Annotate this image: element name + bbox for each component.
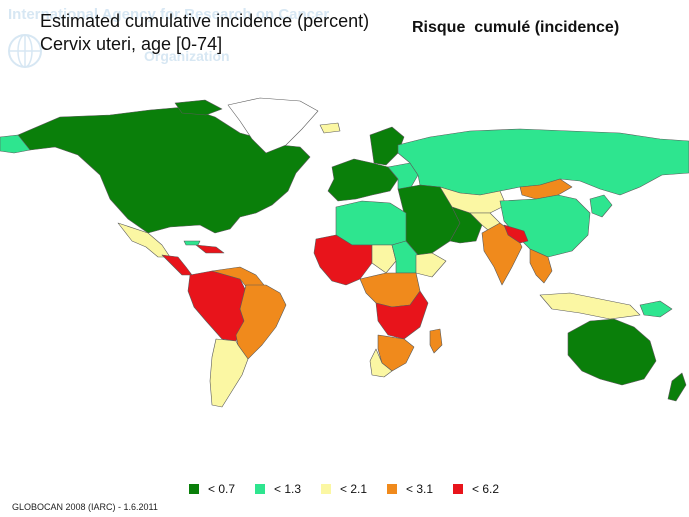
region-colombia-peru	[187, 270, 247, 342]
legend-label-2: < 1.3	[274, 482, 302, 496]
region-caribbean	[195, 244, 225, 254]
region-greenland	[227, 97, 319, 154]
region-indonesia	[539, 292, 641, 320]
legend-label-1: < 0.7	[208, 482, 236, 496]
french-subtitle: Risque cumulé (incidence)	[412, 19, 620, 36]
region-sahel	[371, 244, 397, 274]
legend-item-3: < 2.1	[321, 482, 387, 496]
region-southern-africa	[377, 334, 415, 372]
legend-swatch-1	[189, 484, 199, 494]
region-southeast-asia	[529, 248, 553, 284]
region-central-africa	[359, 272, 421, 308]
region-south-africa	[369, 348, 393, 378]
who-watermark-text: Organization	[144, 48, 230, 64]
region-central-america	[161, 254, 193, 276]
region-north-africa	[335, 200, 407, 246]
region-western-europe	[327, 158, 399, 202]
region-arctic-islands	[174, 99, 223, 116]
map-title: Estimated cumulative incidence (percent)…	[40, 10, 369, 56]
region-madagascar	[429, 328, 443, 354]
legend-swatch-5	[453, 484, 463, 494]
legend-swatch-3	[321, 484, 331, 494]
region-himalaya	[503, 224, 529, 244]
region-brazil	[235, 284, 287, 360]
who-watermark: International Agency for Research on Can…	[6, 4, 329, 74]
legend-label-4: < 3.1	[406, 482, 434, 496]
region-papua	[639, 300, 673, 318]
legend-item-1: < 0.7	[189, 482, 255, 496]
legend-label-3: < 2.1	[340, 482, 368, 496]
map-title-line-1: Estimated cumulative incidence (percent)	[40, 11, 370, 31]
region-horn-africa	[415, 252, 447, 278]
region-iceland	[319, 122, 341, 134]
region-new-zealand	[667, 372, 687, 402]
map-legend: < 0.7 < 1.3 < 2.1 < 3.1 < 6.2	[189, 482, 519, 496]
legend-item-4: < 3.1	[387, 482, 453, 496]
legend-swatch-2	[255, 484, 265, 494]
region-southern-cone	[209, 338, 249, 408]
region-korea-japan	[589, 194, 613, 218]
legend-item-2: < 1.3	[255, 482, 321, 496]
region-alaska-west	[0, 134, 31, 154]
region-australia	[567, 318, 657, 386]
legend-swatch-4	[387, 484, 397, 494]
region-mongolia	[519, 178, 573, 200]
source-credit: GLOBOCAN 2008 (IARC) - 1.6.2011	[12, 502, 158, 512]
iarc-watermark-text: International Agency for Research on Can…	[8, 6, 330, 23]
who-emblem-icon	[8, 34, 42, 68]
world-map	[0, 97, 689, 408]
map-title-line-2: Cervix uteri, age [0-74]	[40, 34, 223, 54]
legend-label-5: < 6.2	[472, 482, 500, 496]
legend-item-5: < 6.2	[453, 482, 519, 496]
region-cuba	[183, 240, 201, 246]
region-east-africa	[375, 290, 429, 340]
